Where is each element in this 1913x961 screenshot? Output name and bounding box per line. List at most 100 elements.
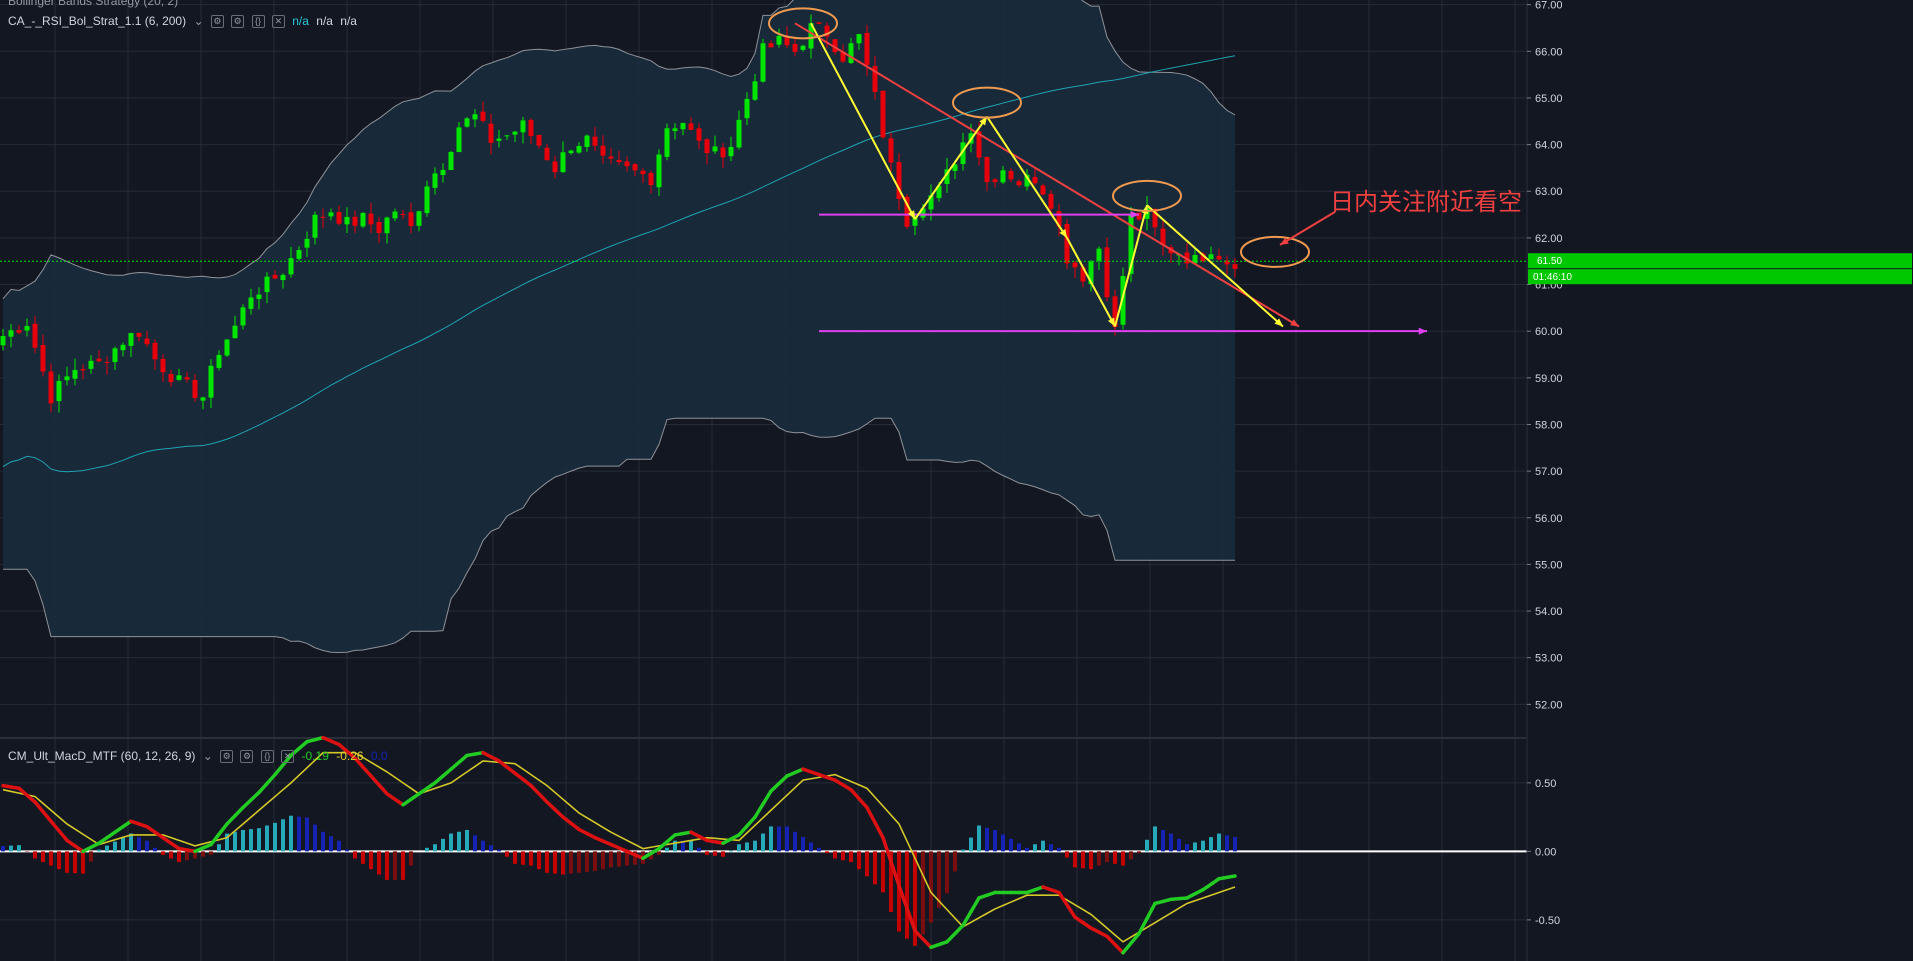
histogram-bar (537, 851, 541, 870)
macd-indicator-legend[interactable]: CM_Ult_MacD_MTF (60, 12, 26, 9) ⌄ ⚙ ⚙ {}… (8, 749, 392, 764)
histogram-bar (689, 840, 693, 852)
macd-line-segment (209, 832, 221, 847)
histogram-bar (737, 844, 741, 852)
candle-body (1160, 228, 1166, 245)
histogram-bar (897, 851, 901, 932)
gear-icon[interactable]: ⚙ (231, 15, 245, 29)
macd-line-segment (945, 931, 957, 944)
chevron-down-icon[interactable]: ⌄ (202, 749, 213, 763)
histogram-bar (953, 851, 957, 872)
candles (0, 14, 1527, 413)
countdown-badge (1528, 269, 1912, 285)
candle-body (1088, 261, 1094, 285)
candle-body (960, 142, 966, 165)
candle-body (472, 114, 478, 120)
histogram-bar (681, 840, 685, 852)
macd-line-segment (777, 774, 789, 786)
histogram-bar (1217, 833, 1221, 852)
candle-body (600, 145, 606, 156)
macd-line-segment (289, 746, 301, 758)
candle-body (760, 43, 766, 82)
candle-body (928, 195, 934, 210)
source-code-icon[interactable]: {} (260, 750, 274, 764)
price-tick-label: 63.00 (1535, 186, 1563, 198)
histogram-bar (1177, 838, 1181, 852)
candle-body (1208, 254, 1214, 260)
candle-body (248, 297, 254, 309)
histogram-bar (937, 851, 941, 908)
candle-body (680, 123, 686, 130)
macd-line-segment (1105, 934, 1117, 947)
macd-line-segment (553, 807, 565, 819)
histogram-bar (729, 850, 733, 852)
macd-line-segment (921, 937, 933, 950)
candle-body (1056, 211, 1062, 227)
macd-line-segment (17, 786, 29, 797)
macd-line-segment (433, 774, 445, 785)
histogram-bar (353, 851, 357, 859)
candle-body (1080, 267, 1086, 282)
histogram-bar (1049, 844, 1053, 852)
histogram-bar (489, 845, 493, 852)
macd-line-segment (353, 756, 365, 769)
histogram-bar (841, 851, 845, 861)
histogram-bar (905, 851, 909, 939)
histogram-bar (505, 851, 509, 857)
histogram-bar (481, 840, 485, 852)
histogram-bar (1057, 847, 1061, 852)
signal-value: -0.26 (336, 749, 364, 763)
close-icon[interactable]: ✕ (281, 750, 295, 764)
candle-body (1040, 185, 1046, 195)
top-indicator-legend[interactable]: Bollinger Bands Strategy (20, 2) (8, 0, 182, 8)
candle-body (584, 135, 590, 147)
price-tick-label: 54.00 (1535, 606, 1563, 618)
price-tick-label: 67.00 (1535, 0, 1563, 12)
histogram-bar (129, 833, 133, 852)
histogram-bar (961, 849, 965, 852)
histogram-bar (169, 851, 173, 859)
histogram-bar (329, 836, 333, 852)
rsi-indicator-legend[interactable]: CA_-_RSI_Bol_Strat_1.1 (6, 200) ⌄ ⚙ ⚙ {}… (8, 14, 361, 29)
candle-body (416, 211, 422, 226)
zigzag-segment (1146, 204, 1284, 328)
histogram-bar (209, 851, 213, 855)
macd-line-segment (249, 790, 261, 802)
candle-body (648, 172, 654, 186)
macd-line-segment (753, 802, 765, 819)
candle-body (200, 397, 206, 401)
settings-icon[interactable]: ⚙ (210, 15, 224, 29)
histogram-bar (625, 851, 629, 866)
source-code-icon[interactable]: {} (251, 15, 265, 29)
histogram-bar (1065, 851, 1069, 858)
candle-body (736, 119, 742, 148)
histogram-bar (465, 829, 469, 852)
histogram-bar (225, 833, 229, 852)
chevron-down-icon[interactable]: ⌄ (193, 14, 204, 28)
candle-body (784, 37, 790, 46)
histogram-bar (1145, 839, 1149, 852)
macd-line-segment (273, 763, 285, 777)
candle-body (984, 156, 990, 183)
candle-body (424, 186, 430, 214)
gear-icon[interactable]: ⚙ (240, 750, 254, 764)
price-scale (1527, 0, 1913, 961)
histogram-bar (153, 847, 157, 852)
macd-line-segment (769, 781, 781, 793)
candle-body (1000, 170, 1006, 183)
candle-body (32, 323, 38, 348)
macd-line-segment (337, 742, 349, 754)
settings-icon[interactable]: ⚙ (220, 750, 234, 764)
macd-line-segment (265, 772, 277, 786)
candle-body (1096, 248, 1102, 261)
histogram-bar (809, 842, 813, 852)
macd-line-segment (961, 909, 973, 928)
price-tick-label: 66.00 (1535, 46, 1563, 58)
close-icon[interactable]: ✕ (271, 15, 285, 29)
histogram-bar (145, 840, 149, 852)
macd-legend-name: CM_Ult_MacD_MTF (60, 12, 26, 9) (8, 749, 196, 763)
zigzag-segment-head (1141, 205, 1149, 215)
macd-line-segment (33, 800, 45, 814)
macd-tick-label: 0.00 (1535, 846, 1556, 858)
histogram-bar (1089, 851, 1093, 870)
